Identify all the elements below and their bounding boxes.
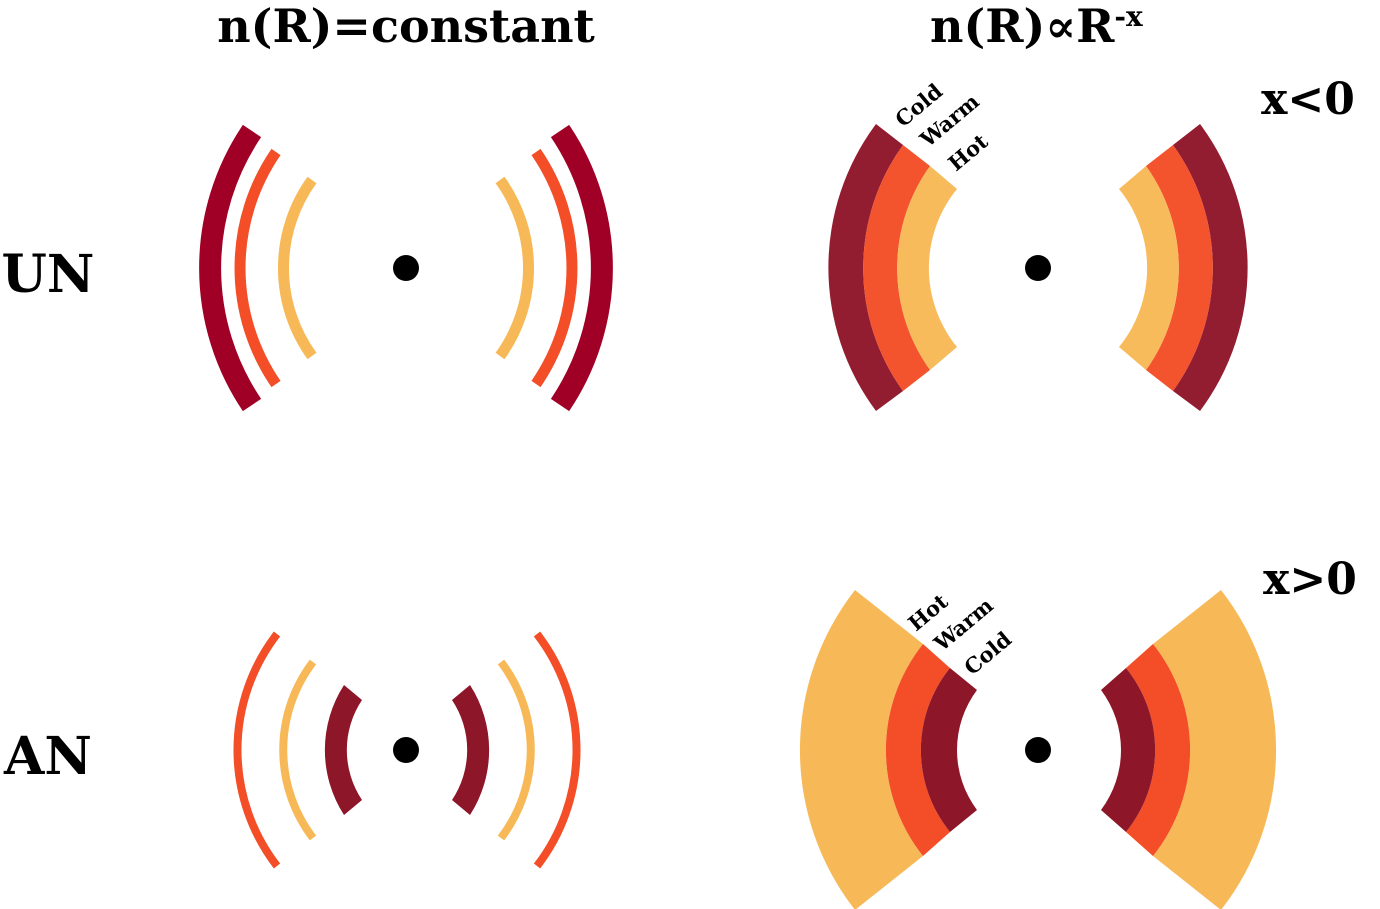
title-powerlaw-exponent: -x xyxy=(1114,0,1143,33)
warm-arc xyxy=(531,148,578,388)
row-label-un: UN xyxy=(2,244,95,305)
hot-band xyxy=(897,166,957,370)
cold-band xyxy=(1173,124,1248,411)
hot-arc xyxy=(279,659,317,841)
hot-band xyxy=(799,590,923,909)
cold-arc xyxy=(199,124,262,412)
warm-band xyxy=(1146,145,1213,391)
hot-arc xyxy=(495,176,534,360)
panel-un-powerlaw: Cold Warm Hot xyxy=(782,78,1294,411)
warm-arc xyxy=(533,631,581,869)
cold-band xyxy=(920,668,977,832)
warm-arc xyxy=(233,631,281,869)
row-label-an: AN xyxy=(3,726,92,787)
title-powerlaw-density: n(R)∝R-x xyxy=(930,0,1143,53)
cold-segment xyxy=(324,685,362,815)
warm-arc xyxy=(234,148,281,388)
condition-x-negative: x<0 xyxy=(1261,74,1355,125)
title-powerlaw-base: n(R)∝R xyxy=(930,0,1115,53)
panel-an-powerlaw: Hot Warm Cold xyxy=(782,588,1294,909)
cold-band xyxy=(828,124,903,411)
hot-band xyxy=(1119,166,1179,370)
warm-band xyxy=(863,145,930,391)
central-source xyxy=(393,737,419,763)
panel-un-constant xyxy=(149,124,662,412)
band-label-hot: Hot xyxy=(943,128,993,175)
condition-x-positive: x>0 xyxy=(1263,554,1357,605)
panel-an-constant xyxy=(149,631,662,869)
central-source xyxy=(393,255,419,281)
cold-arc xyxy=(550,124,613,412)
warm-band xyxy=(885,644,950,856)
title-constant-density: n(R)=constant xyxy=(217,0,595,53)
cold-segment xyxy=(452,685,490,815)
central-source xyxy=(1025,737,1051,763)
hot-band xyxy=(1153,590,1277,909)
warm-band xyxy=(1126,644,1191,856)
hot-arc xyxy=(278,176,317,360)
cold-band xyxy=(1101,668,1156,832)
central-source xyxy=(1025,255,1051,281)
hot-arc xyxy=(497,659,535,841)
